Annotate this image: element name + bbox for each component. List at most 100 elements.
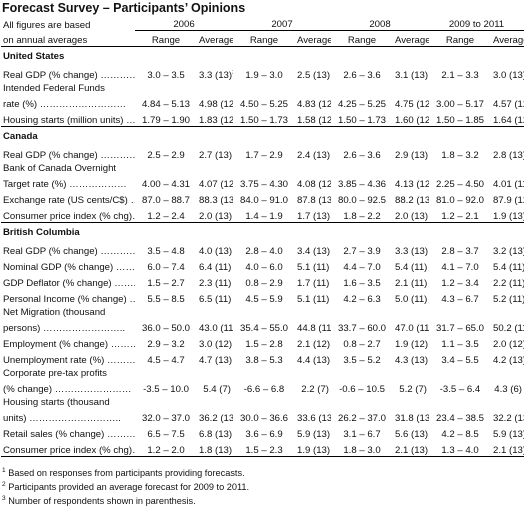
cell-value: 2.8 – 3.7 [441, 246, 479, 257]
range-cell: 4.25 – 5.25 [331, 94, 393, 110]
average-cell: 4.75 (12) [393, 94, 429, 110]
footnote-text: Participants provided an average forecas… [8, 482, 250, 492]
range-cell: 33.7 – 60.0 [331, 318, 393, 334]
average-cell: 4.08 (12) [295, 174, 331, 190]
range-cell: 6.5 – 7.5 [135, 424, 197, 440]
average-label: Average [297, 35, 331, 46]
cell-value: 4.13 (12) [395, 179, 429, 190]
cell-value: 3.1 – 6.7 [343, 429, 381, 440]
range-cell: 1.50 – 1.73 [331, 110, 393, 127]
range-cell: 3.0 – 3.5 [135, 65, 197, 81]
cell-value: 3.1 (13) [395, 70, 429, 81]
average-cell: 5.9 (13) [295, 424, 331, 440]
cell-value: 2.4 (13) [297, 150, 331, 161]
cell-value: 4.3 – 6.7 [441, 294, 479, 305]
year-header: 2007 [233, 15, 331, 31]
range-cell: -3.5 – 10.0 [135, 379, 197, 395]
average-cell: 87.8 (13) [295, 190, 331, 206]
cell-value: 2.9 (13) [395, 150, 429, 161]
table-row: Real GDP (% change) ………… 3.0 – 3.5 3.3 (13… [1, 65, 524, 81]
cell-value: 1.79 – 1.90 [141, 115, 190, 126]
row-label: Consumer price index (% chg)… [3, 211, 135, 222]
range-cell: 4.50 – 5.25 [233, 94, 295, 110]
average-cell: 32.2 (13) [491, 408, 524, 424]
average-cell: 4.07 (12) [197, 174, 233, 190]
average-cell: 2.7 (13) [197, 145, 233, 161]
cell-value: 2.7 (13) [199, 150, 233, 161]
range-cell: 2.25 – 4.50 [429, 174, 491, 190]
range-cell: 1.7 – 2.9 [233, 145, 295, 161]
average-cell: 1.9 (13) [295, 440, 331, 457]
cell-value: 4.2 (13) [493, 355, 524, 366]
table-row: Exchange rate (US cents/C$) …. 87.0 – 88.… [1, 190, 524, 206]
average-cell: 2.0 (13) [393, 206, 429, 223]
cell-value: 1.50 – 1.73 [337, 115, 386, 126]
cell-value: 4.5 – 4.7 [147, 355, 185, 366]
row-label: Employment (% change) ……… [3, 339, 135, 350]
row-label: Unemployment rate (%) ……… [3, 355, 135, 366]
cell-value: 80.0 – 92.5 [337, 195, 386, 206]
average-cell: 4.83 (12) [295, 94, 331, 110]
cell-value: 4.5 – 5.9 [245, 294, 283, 305]
cell-value: 5.9 (13) [493, 429, 524, 440]
average-cell: 5.4 (11) [491, 257, 524, 273]
cell-value: 1.6 – 3.5 [343, 278, 381, 289]
average-cell: 4.13 (12) [393, 174, 429, 190]
range-header: Range [331, 30, 393, 47]
range-cell: 36.0 – 50.0 [135, 318, 197, 334]
cell-value: 1.9 (13) [297, 445, 331, 456]
average-cell: 2.0 (13) [197, 206, 233, 223]
average-cell: 2.1 (13) [491, 440, 524, 457]
cell-value: 3.4 (13) [297, 246, 331, 257]
range-header: Range [233, 30, 295, 47]
cell-value: 3.2 (13) [493, 246, 524, 257]
cell-value: 3.6 – 6.9 [245, 429, 283, 440]
average-cell: 88.3 (13) [197, 190, 233, 206]
row-label: Bank of Canada Overnight [3, 163, 117, 174]
row-label: Exchange rate (US cents/C$) …. [3, 195, 135, 206]
cell-value: 2.8 – 4.0 [245, 246, 283, 257]
cell-value: 3.0 (12) [199, 339, 233, 350]
cell-value: 2.8 (13) [493, 150, 524, 161]
range-cell: 4.5 – 4.7 [135, 350, 197, 366]
average-label: Average [199, 35, 233, 46]
table-row: Housing starts (million units) ….. 1.79 –… [1, 110, 524, 127]
table-row-label-line: Corporate pre-tax profits [1, 366, 524, 379]
cell-value: 1.5 – 2.7 [147, 278, 185, 289]
table-row-label-line: Housing starts (thousand [1, 395, 524, 408]
cell-value: 1.5 – 2.3 [245, 445, 283, 456]
average-cell: 3.1 (13) [393, 65, 429, 81]
row-label: Housing starts (thousand [3, 397, 110, 408]
cell-value: 5.9 (13) [297, 429, 331, 440]
cell-value: 88.2 (13) [395, 195, 429, 206]
cell-value: 0.8 – 2.7 [343, 339, 381, 350]
cell-value: 6.0 – 7.4 [147, 262, 185, 273]
footnote-number: 2 [2, 480, 6, 488]
section-header-row: United States [1, 47, 524, 66]
table-row: Retail sales (% change) ……… 6.5 – 7.5 6.8 … [1, 424, 524, 440]
cell-value: 3.0 – 3.5 [147, 70, 185, 81]
cell-value: 87.8 (13) [297, 195, 331, 206]
range-cell: 1.4 – 1.9 [233, 206, 295, 223]
average-cell: 3.3 (13) [393, 241, 429, 257]
range-cell: 2.8 – 3.7 [429, 241, 491, 257]
table-row: rate (%) ……………………… 4.84 – 5.13 4.98 (12) 4.… [1, 94, 524, 110]
average-cell: 31.8 (13) [393, 408, 429, 424]
cell-value: -0.6 – 10.5 [339, 384, 385, 395]
cell-value: 4.4 (13) [297, 355, 331, 366]
cell-value: 1.2 – 2.1 [441, 211, 479, 222]
footnote-ref: 3 [232, 69, 233, 76]
cell-value: 1.8 – 3.0 [343, 445, 381, 456]
range-cell: 84.0 – 91.0 [233, 190, 295, 206]
cell-value: 31.7 – 65.0 [435, 323, 484, 334]
average-cell: 5.4 (11) [393, 257, 429, 273]
range-cell: 80.0 – 92.5 [331, 190, 393, 206]
cell-value: 36.0 – 50.0 [141, 323, 190, 334]
footnote-text: Number of respondents shown in parenthes… [8, 496, 196, 506]
range-cell: 3.5 – 4.8 [135, 241, 197, 257]
cell-value: 4.08 (12) [297, 179, 331, 190]
range-cell: 2.6 – 3.6 [331, 145, 393, 161]
cell-value: 1.9 (13) [493, 211, 524, 222]
cell-value: 5.1 (11) [297, 294, 330, 305]
row-label: (% change) …………………… [3, 384, 132, 395]
